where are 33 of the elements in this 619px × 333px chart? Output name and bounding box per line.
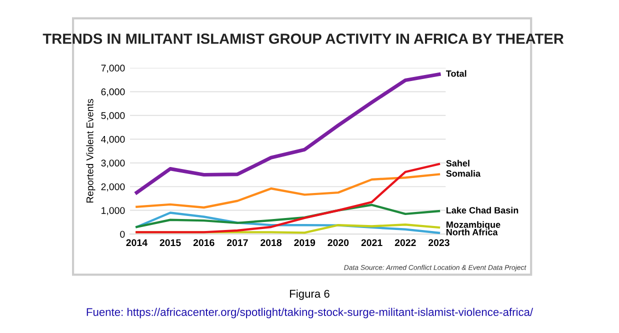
- series-label: Lake Chad Basin: [446, 206, 518, 214]
- series-label: Somalia: [446, 170, 481, 177]
- series-label: North Africa: [446, 228, 498, 236]
- x-tick-label: 2015: [160, 239, 181, 246]
- line-series: [136, 162, 440, 234]
- y-tick-label: 6,000: [101, 88, 125, 96]
- x-tick-label: 2020: [328, 239, 349, 246]
- y-tick-label: 1,000: [102, 207, 125, 216]
- chart-title: TRENDS IN MILITANT ISLAMIST GROUP ACTIVITY IN AFRICA BY THEATER: [42, 34, 564, 44]
- x-tick-label: 2017: [226, 239, 248, 246]
- line-series: [134, 72, 441, 194]
- text: Figura 6: [290, 290, 330, 300]
- x-tick-label: 2018: [260, 239, 282, 246]
- series-label: Mozambique: [446, 221, 500, 230]
- x-tick-label: 2019: [294, 239, 316, 246]
- x-tick-label: 2023: [428, 239, 450, 246]
- y-tick-label: 5,000: [101, 112, 125, 120]
- x-tick-label: 2021: [361, 239, 382, 246]
- y-tick-label: 7,000: [101, 64, 125, 73]
- series-label: Total: [446, 70, 466, 77]
- line-series: [136, 212, 440, 234]
- y-tick-label: 4,000: [101, 136, 125, 144]
- y-tick-label: 0: [120, 230, 125, 238]
- y-tick-label: 2,000: [101, 183, 125, 192]
- y-tick-label: 3,000: [101, 160, 125, 168]
- line-series: [136, 204, 440, 228]
- series-label: Sahel: [446, 160, 470, 166]
- y-axis-title: Reported Violent Events: [86, 99, 96, 203]
- source-note: Fuente: https://africacenter.org/spotlight/taking-stock-surge-militant-islamist-violence-africa/: [86, 308, 534, 318]
- x-tick-label: 2022: [394, 239, 416, 246]
- x-tick-label: 2016: [193, 239, 214, 246]
- line-series: [136, 173, 440, 209]
- x-tick-label: 2014: [126, 239, 148, 246]
